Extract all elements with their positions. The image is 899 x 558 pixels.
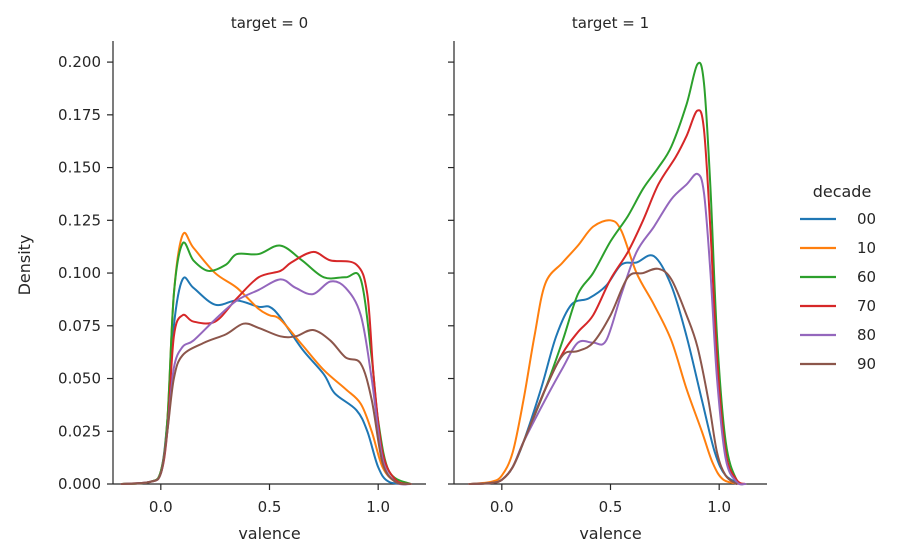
x-tick-label: 0.5 [258, 498, 282, 516]
facet-title: target = 1 [572, 14, 649, 32]
legend-label: 00 [857, 210, 876, 228]
y-tick-label: 0.050 [58, 370, 101, 388]
y-tick-label: 0.075 [58, 317, 101, 335]
y-tick-label: 0.200 [58, 53, 101, 71]
x-tick-label: 1.0 [366, 498, 390, 516]
x-tick-label: 0.0 [490, 498, 514, 516]
x-tick-label: 1.0 [707, 498, 731, 516]
legend-title: decade [813, 182, 872, 201]
y-tick-label: 0.025 [58, 422, 101, 440]
x-axis-title: valence [579, 524, 641, 543]
y-tick-label: 0.175 [58, 106, 101, 124]
x-axis-title: valence [238, 524, 300, 543]
x-tick-label: 0.0 [149, 498, 173, 516]
facet-title: target = 0 [231, 14, 308, 32]
legend-label: 60 [857, 268, 876, 286]
legend-label: 10 [857, 239, 876, 257]
legend-label: 70 [857, 297, 876, 315]
legend-label: 90 [857, 355, 876, 373]
y-tick-label: 0.150 [58, 159, 101, 177]
y-tick-label: 0.000 [58, 475, 101, 493]
legend-label: 80 [857, 326, 876, 344]
y-tick-label: 0.125 [58, 211, 101, 229]
x-tick-label: 0.5 [599, 498, 623, 516]
y-axis-title: Density [15, 235, 34, 296]
y-tick-label: 0.100 [58, 264, 101, 282]
